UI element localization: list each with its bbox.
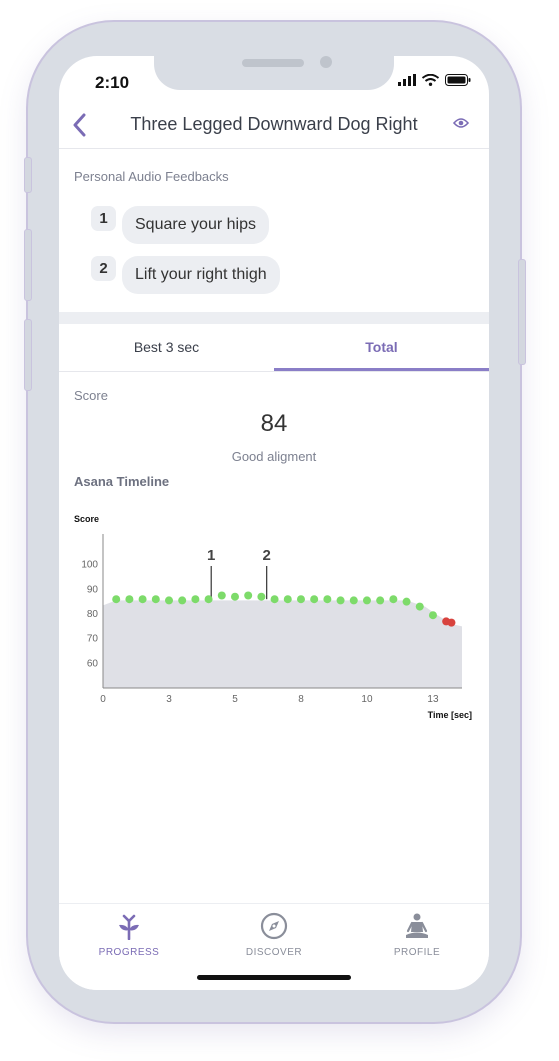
nav-header: Three Legged Downward Dog Right [59,106,489,149]
chart-feedback-marker-label: 2 [262,547,270,564]
compass-icon [260,912,288,940]
chart-x-tick-label: 8 [298,694,304,705]
score-tabs: Best 3 sec Total [59,324,489,372]
feedback-number-2: 2 [91,256,116,281]
chart-score-point [402,597,411,606]
chart-score-point [310,595,319,604]
score-description: Good aligment [231,449,317,464]
chart-score-point [336,596,345,605]
chart-score-point [164,596,173,605]
chart-score-point [112,595,121,604]
chart-score-point [151,595,160,604]
nav-discover-label: DISCOVER [245,947,303,958]
chart-score-point [125,595,134,604]
chart-x-axis-label: Time [sec] [428,710,472,720]
score-value: 84 [260,410,288,437]
chart-score-point [204,595,213,604]
meditation-figure-icon [406,913,428,938]
nav-progress-label: PROGRESS [98,947,160,958]
chart-y-axis-label: Score [74,514,99,524]
active-tab-indicator [274,368,489,371]
chart-y-tick-label: 80 [87,609,99,620]
chart-x-tick-label: 5 [232,694,238,705]
chart-score-point [389,595,398,604]
chart-score-point [230,592,239,601]
back-chevron-icon[interactable] [69,112,91,138]
chart-y-tick-label: 60 [87,658,99,669]
nav-discover[interactable]: DISCOVER [219,912,329,958]
notch [154,56,394,90]
chart-score-point [191,595,200,604]
front-camera [320,56,332,68]
chart-score-point [217,591,226,600]
chart-score-point [349,596,358,605]
eye-icon[interactable] [453,117,469,129]
chart-x-tick-label: 10 [361,694,373,705]
chart-feedback-marker-label: 1 [207,547,215,564]
volume-up-button [24,229,32,301]
home-indicator [197,975,351,980]
feedback-number-1: 1 [91,206,116,231]
tab-total[interactable]: Total [365,339,398,355]
sprout-icon [119,914,139,941]
feedback-item-2: Lift your right thigh [122,256,280,294]
tab-best-3-sec[interactable]: Best 3 sec [133,339,200,355]
chart-x-tick-label: 0 [100,694,106,705]
asana-timeline-label: Asana Timeline [74,474,170,489]
feedback-item-1: Square your hips [122,206,269,244]
page-title: Three Legged Downward Dog Right [130,114,418,134]
chart-y-tick-label: 100 [81,560,98,571]
chart-score-point [376,596,385,605]
chart-score-point [415,602,424,611]
chart-score-point [323,595,332,604]
chart-score-point [283,595,292,604]
power-button [518,259,526,365]
chart-x-tick-label: 13 [427,694,439,705]
chart-y-tick-label: 90 [87,584,99,595]
chart-y-tick-label: 70 [87,634,99,645]
section-divider [59,312,489,324]
chart-score-point [428,611,437,620]
chart-score-point [447,618,456,627]
score-label: Score [74,388,108,403]
silent-switch [24,157,32,193]
volume-down-button [24,319,32,391]
chart-x-tick-label: 3 [166,694,172,705]
nav-progress[interactable]: PROGRESS [74,912,184,958]
chart-score-point [362,596,371,605]
nav-profile-label: PROFILE [393,947,441,958]
battery-icon [445,74,471,86]
cellular-signal-icon [398,74,416,86]
chart-score-point [138,595,147,604]
asana-timeline-chart: Score 60 70 80 90 100 0 3 5 8 10 13 Time [sec] 1 2 [74,514,472,720]
status-icons [398,74,471,86]
status-time: 2:10 [95,73,130,92]
feedback-section-label: Personal Audio Feedbacks [74,169,229,184]
nav-profile[interactable]: PROFILE [362,912,472,958]
app-screen: 2:10 Three Legged Downward Dog [59,56,489,990]
chart-score-point [257,592,266,601]
wifi-icon [422,74,439,86]
chart-score-area [103,600,462,688]
chart-score-point [178,596,187,605]
speaker-grille [242,59,304,67]
chart-score-point [270,595,279,604]
chart-score-point [296,595,305,604]
chart-score-point [244,591,253,600]
